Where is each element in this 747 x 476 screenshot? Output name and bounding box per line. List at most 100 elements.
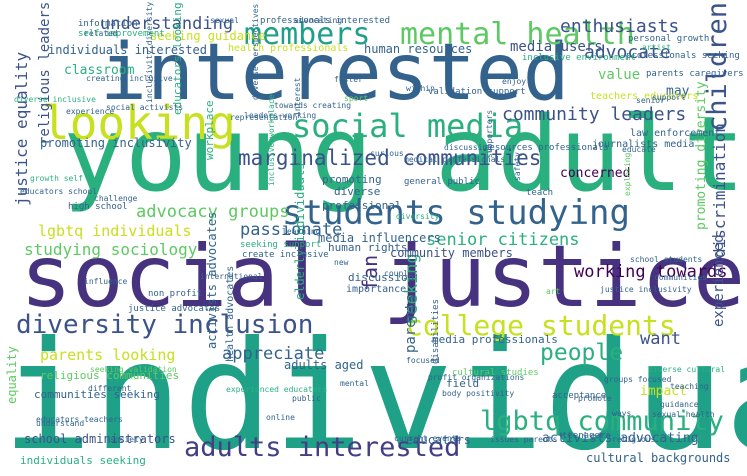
cloud-word: students studying [282,193,630,233]
cloud-word: society [110,435,144,444]
cloud-word: promoting inclusivity [40,136,192,150]
cloud-word: advocate [584,42,671,63]
cloud-word: may [666,84,690,99]
cloud-word: artist [642,43,671,52]
cloud-word: understanding [100,14,234,34]
cloud-word: social media [292,107,524,145]
cloud-word: focused [406,356,440,365]
cloud-word: inclusive workplace [267,94,276,186]
cloud-word: educators teachers [36,415,123,424]
cloud-word: teaching [670,382,709,391]
cloud-word: looking [42,96,236,150]
cloud-word: want [640,329,681,349]
cloud-word: safety [513,152,522,181]
cloud-word: individuals seeking [20,454,146,467]
cloud-word: mental [340,379,369,388]
cloud-word: body positivity [442,389,515,398]
cloud-word: passionate [240,220,343,240]
cloud-word: journalists media [592,139,695,150]
cloud-word: college students [406,309,676,342]
cloud-word: value [598,67,641,83]
cloud-word: growth self [30,174,83,183]
cloud-word: working towards [574,262,728,282]
cloud-word: public [292,394,321,403]
cloud-word: teach [526,188,554,198]
cloud-word: educators school [20,187,98,196]
cloud-word: religious [612,435,656,444]
cloud-word: senior [636,96,665,105]
cloud-word: discussing [444,143,493,152]
cloud-word: general public [404,177,480,187]
cloud-word: seeking support [240,240,322,250]
cloud-word: studying sociology [24,240,198,259]
cloud-word: appreciate [222,344,325,364]
cloud-word: educate [622,145,656,154]
cloud-word: promoting diversity [694,81,709,230]
cloud-word: diversity inclusion [16,310,314,340]
cloud-word: exploring [623,152,632,196]
cloud-word: new [334,258,349,267]
cloud-word: senior citizens [426,230,580,250]
cloud-word: diversity [396,212,440,221]
cloud-word: media professionals [432,333,558,346]
cloud-word: parents caregivers [646,69,744,79]
cloud-word: understand [36,419,85,428]
cloud-word: diverse inclusive [14,95,96,104]
cloud-word: cultural backgrounds [586,451,731,465]
cloud-word: individual [2,310,747,476]
cloud-word: members [244,17,371,52]
cloud-word: justice equality [12,51,31,206]
cloud-word: justice inclusivity [600,285,692,294]
cloud-word: personal growth [628,34,710,44]
cloud-word: medical professionals [404,155,506,164]
cloud-word: diverse [334,185,381,198]
cloud-word: teachers educators [590,91,699,102]
cloud-word: challenge [94,194,138,203]
cloud-word: community members [390,246,513,260]
cloud-word: inclusivity diversity [145,2,154,104]
cloud-word: media users [510,39,603,55]
cloud-word: concerned [560,166,631,181]
cloud-word: experience [66,107,115,116]
cloud-word: professional [322,199,402,212]
cloud-word: ways [612,409,632,418]
cloud-word: couples [384,269,418,278]
cloud-word: activists advocating [542,431,699,446]
cloud-word: high school [68,202,128,212]
cloud-word: media influencers [318,231,441,245]
cloud-word: groups focused [604,375,672,384]
cloud-word: teenagers [562,431,611,441]
cloud-word: field [446,377,480,390]
cloud-word: seeking guidance [150,29,266,43]
cloud-word: mental health [400,17,635,52]
cloud-word: classroom [64,63,135,78]
cloud-word: validation support [428,87,526,97]
cloud-word: school students [630,255,703,264]
cloud-word: current events [394,434,462,443]
cloud-word: educators [406,433,472,447]
cloud-word: social activists [106,103,184,112]
cloud-word: information [78,19,138,29]
cloud-word: advocating [294,16,343,25]
cloud-word: support [652,93,686,102]
cloud-word: guidance [660,400,699,409]
cloud-word: inclusive environment [522,53,636,63]
cloud-word: issues parents [490,435,558,444]
cloud-word: cultural studies [452,368,539,378]
cloud-word: young adult [62,95,745,215]
cloud-word: art [546,287,561,296]
cloud-word: promoting [322,173,382,186]
cloud-word: enthusiasts [560,16,680,37]
cloud-word: self improvement [78,29,165,39]
cloud-word: people [540,340,624,366]
cloud-word: human resources [364,42,473,56]
cloud-word: non profit [148,289,203,299]
cloud-word: resources professionals [484,143,609,153]
cloud-word: justice advocates [128,304,221,314]
cloud-word: impact [640,384,687,399]
cloud-word: lgbtq individuals [38,222,192,240]
cloud-word: marginalized communities [238,146,542,170]
cloud-word: international [200,272,263,281]
cloud-word: foster [334,75,363,84]
